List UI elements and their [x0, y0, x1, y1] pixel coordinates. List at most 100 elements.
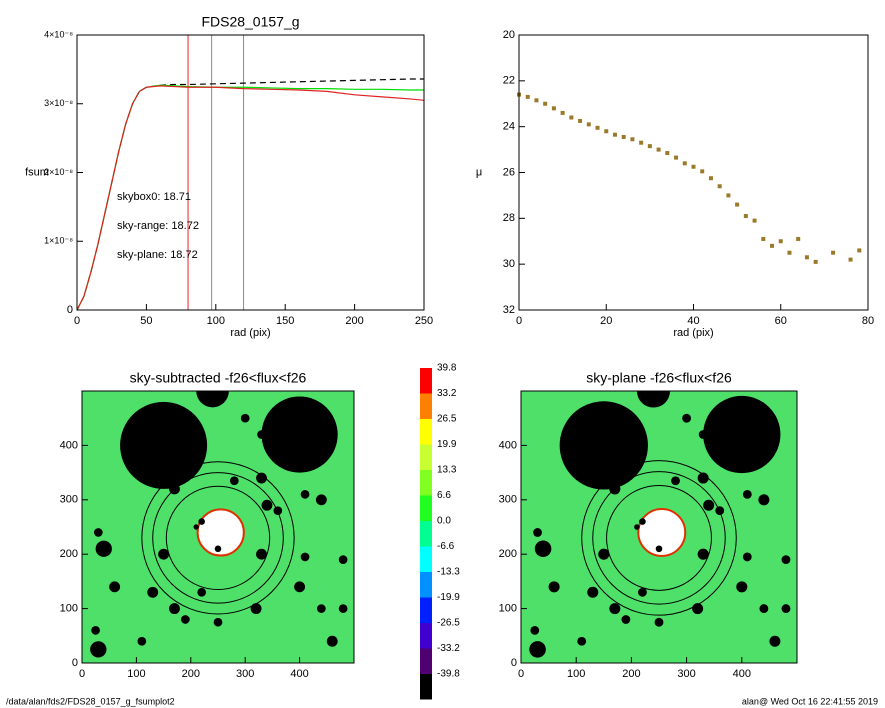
chart-title: sky-subtracted -f26<flux<f26 — [130, 370, 307, 386]
annulus — [165, 485, 271, 591]
y-tick-label: 20 — [503, 29, 515, 41]
masked-source — [534, 540, 552, 558]
point — [630, 137, 635, 142]
masked-source — [703, 395, 781, 474]
colorbar-label: 39.8 — [437, 363, 457, 374]
x-tick-label: 20 — [600, 315, 612, 327]
y-tick-label: 4×10⁻⁸ — [44, 29, 73, 39]
point — [639, 140, 644, 145]
x-tick-label: 0 — [74, 315, 80, 327]
image — [521, 391, 797, 663]
y-tick-label: 28 — [503, 212, 515, 224]
x-axis-label: rad (pix) — [230, 327, 270, 339]
colorbar-swatch — [420, 623, 432, 649]
masked-source — [736, 581, 748, 593]
point — [717, 184, 722, 189]
masked-source — [95, 540, 112, 557]
masked-source — [256, 472, 267, 484]
plot-frame — [76, 34, 425, 311]
masked-source — [294, 581, 306, 593]
galaxy-core — [196, 508, 245, 557]
x-tick-label: 100 — [567, 668, 585, 680]
masked-source — [256, 548, 267, 560]
masked-source — [758, 494, 770, 506]
plot-frame — [81, 390, 355, 664]
x-tick-label: 0 — [518, 668, 524, 680]
point — [778, 239, 783, 244]
annotation: skybox0: 18.71 — [117, 191, 191, 203]
colorbar-swatch — [420, 470, 432, 496]
colorbar-swatch — [420, 368, 432, 394]
masked-source — [137, 419, 147, 428]
y-tick-label: 300 — [60, 494, 78, 506]
x-tick-label: 40 — [687, 315, 699, 327]
masked-source — [240, 413, 250, 423]
masked-source — [261, 499, 273, 511]
masked-source — [198, 518, 205, 525]
annulus — [152, 472, 284, 604]
masked-source — [90, 641, 107, 658]
x-tick-label: 100 — [207, 315, 225, 327]
y-tick-label: 22 — [503, 75, 515, 87]
masked-source — [636, 391, 671, 408]
point — [796, 236, 801, 241]
masked-source — [175, 416, 185, 426]
y-tick-label: 200 — [60, 548, 78, 560]
y-tick-label: 1×10⁻⁸ — [44, 236, 73, 246]
masked-source — [697, 472, 709, 484]
masked-source — [317, 604, 326, 613]
point — [708, 176, 713, 181]
masked-source — [703, 499, 715, 511]
colorbar-swatch — [420, 419, 432, 445]
masked-source — [781, 604, 791, 614]
plot-frame — [518, 34, 869, 311]
point — [761, 236, 766, 241]
masked-source — [671, 476, 680, 486]
masked-source — [587, 586, 599, 598]
masked-source — [91, 626, 100, 635]
masked-source — [742, 552, 752, 562]
point — [682, 161, 687, 166]
x-tick-label: 300 — [677, 668, 695, 680]
annulus — [606, 484, 712, 591]
masked-source — [197, 587, 207, 597]
annulus — [141, 461, 295, 615]
point — [656, 147, 661, 152]
colorbar-swatch — [420, 495, 432, 521]
galaxy-core — [637, 507, 687, 557]
point — [534, 98, 539, 103]
masked-source — [577, 636, 587, 646]
y-tick-label: 32 — [503, 304, 515, 316]
x-tick-label: 250 — [415, 315, 433, 327]
colorbar-swatch — [420, 648, 432, 674]
point — [578, 118, 583, 123]
masked-source — [529, 641, 546, 658]
masked-source — [196, 391, 229, 408]
point — [700, 169, 705, 174]
x-tick-label: 200 — [182, 668, 200, 680]
masked-source — [300, 490, 310, 499]
point — [857, 248, 862, 253]
point — [726, 193, 731, 198]
x-tick-label: 80 — [862, 315, 874, 327]
colorbar-swatch — [420, 521, 432, 547]
x-tick-label: 60 — [775, 315, 787, 327]
colorbar-swatch — [420, 444, 432, 470]
masked-source — [615, 416, 625, 426]
masked-source — [639, 518, 646, 525]
colorbar-swatch — [420, 546, 432, 572]
point — [770, 243, 775, 248]
masked-source — [548, 581, 560, 593]
point — [787, 250, 792, 255]
y-tick-label: 0 — [67, 304, 73, 316]
masked-source — [250, 603, 262, 615]
point — [813, 259, 818, 264]
point — [595, 125, 600, 130]
point — [848, 257, 853, 262]
colorbar-swatch — [420, 393, 432, 419]
masked-source — [769, 635, 781, 647]
image — [82, 391, 354, 663]
x-tick-label: 50 — [140, 315, 152, 327]
colorbar-label: 33.2 — [437, 388, 457, 399]
